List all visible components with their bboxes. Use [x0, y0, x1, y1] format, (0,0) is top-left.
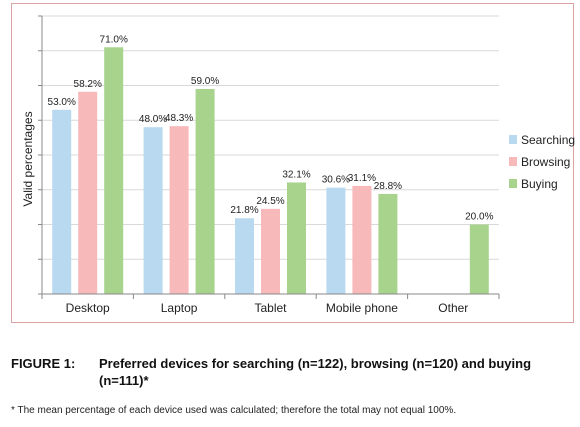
bar-searching — [326, 187, 346, 294]
bar-buying — [287, 182, 306, 294]
x-tick-label: Other — [438, 301, 468, 315]
legend-swatch — [509, 135, 517, 144]
data-label: 53.0% — [48, 97, 76, 108]
x-tick-label: Tablet — [254, 301, 287, 315]
bar-buying — [378, 193, 398, 294]
data-label: 58.2% — [74, 79, 102, 90]
bar-searching — [52, 109, 72, 294]
data-label: 71.0% — [100, 34, 128, 45]
bar-buying — [469, 224, 489, 294]
data-label: 20.0% — [465, 212, 493, 223]
x-tick-label: Desktop — [66, 301, 110, 315]
bar-browsing — [169, 126, 189, 294]
bar-browsing — [78, 91, 98, 294]
data-label: 32.1% — [282, 169, 310, 180]
data-label: 59.0% — [191, 76, 219, 87]
bar-buying — [195, 88, 215, 294]
bar-searching — [235, 218, 254, 294]
x-tick-label: Laptop — [161, 301, 198, 315]
legend-label: Browsing — [521, 155, 570, 169]
bar-chart: 53.0% 48.0% 21.8% 30.6% 58.2% 48.3% 24.5% 31.1%… — [21, 15, 575, 315]
figure-number: FIGURE 1: — [11, 356, 76, 371]
figure-caption-text: Preferred devices for searching (n=122),… — [99, 356, 532, 388]
legend-label: Buying — [521, 177, 558, 191]
bar-buying — [104, 47, 124, 295]
chart-frame: 53.0% 48.0% 21.8% 30.6% 58.2% 48.3% 24.5% 31.1%… — [11, 3, 575, 323]
data-label: 28.8% — [374, 181, 402, 192]
x-tick-label: Mobile phone — [326, 301, 398, 315]
data-label: 21.8% — [230, 205, 258, 216]
data-label: 48.0% — [139, 114, 167, 125]
axes: Desktop Laptop Tablet Mobile phone Other — [38, 15, 500, 315]
data-label: 31.1% — [348, 173, 376, 184]
bars — [52, 47, 489, 295]
bar-browsing — [261, 208, 280, 294]
bar-searching — [143, 127, 163, 294]
data-label: 24.5% — [256, 196, 284, 207]
figure-caption: FIGURE 1: Preferred devices for searchin… — [11, 355, 571, 389]
data-labels: 53.0% 48.0% 21.8% 30.6% 58.2% 48.3% 24.5% 31.1%… — [48, 34, 494, 222]
bar-browsing — [352, 185, 372, 294]
legend-swatch — [509, 157, 517, 166]
data-label: 30.6% — [322, 175, 350, 186]
data-label: 48.3% — [165, 113, 193, 124]
y-axis-label: Valid percentages — [21, 111, 35, 206]
legend: Searching Browsing Buying — [509, 133, 575, 191]
legend-label: Searching — [521, 133, 575, 147]
footnote: * The mean percentage of each device use… — [11, 405, 457, 416]
legend-swatch — [509, 179, 517, 188]
